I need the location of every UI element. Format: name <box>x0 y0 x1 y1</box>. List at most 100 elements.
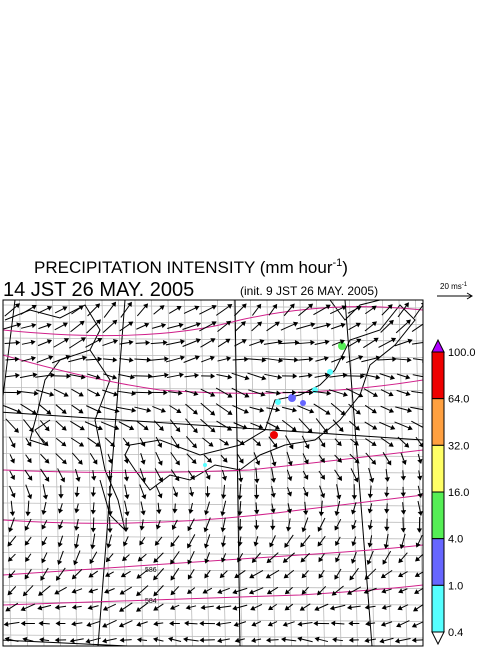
wind-arrow <box>268 587 278 593</box>
arrow-head <box>396 639 399 643</box>
arrow-head <box>49 356 52 359</box>
wind-arrow <box>185 621 197 625</box>
arrow-shaft <box>411 391 427 393</box>
arrow-head <box>228 394 231 397</box>
wind-arrow <box>138 554 146 561</box>
wind-arrow <box>59 503 63 512</box>
wind-arrow <box>250 588 263 594</box>
arrow-head <box>408 426 411 429</box>
wind-arrow <box>398 605 408 610</box>
arrow-head <box>390 409 393 412</box>
arrow-head <box>34 391 37 395</box>
wind-arrow <box>267 570 279 577</box>
arrow-head <box>147 408 150 412</box>
wind-arrow <box>39 586 51 596</box>
wind-arrow <box>42 552 47 562</box>
wind-arrow <box>315 357 328 361</box>
arrow-head <box>372 306 375 309</box>
arrow-head <box>383 606 386 609</box>
arrow-head <box>320 512 324 515</box>
arrow-head <box>245 394 248 397</box>
arrow-head <box>11 512 15 515</box>
arrow-head <box>233 590 236 593</box>
wind-arrow <box>9 554 16 561</box>
arrow-head <box>239 478 243 481</box>
arrow-head <box>369 494 373 497</box>
wind-arrow <box>173 504 177 513</box>
wind-arrow <box>136 341 149 345</box>
arrow-shaft <box>413 375 426 378</box>
arrow-head <box>201 606 204 610</box>
arrow-head <box>397 623 400 626</box>
arrow-head <box>276 426 279 429</box>
wind-arrow <box>42 520 47 529</box>
wind-arrow <box>234 304 246 316</box>
wind-arrow <box>70 374 85 378</box>
wind-arrow <box>85 338 101 347</box>
wind-arrow <box>73 569 82 578</box>
grid-line <box>3 454 423 457</box>
arrow-head <box>11 459 14 462</box>
arrow-head <box>159 461 162 464</box>
wind-arrow <box>218 639 230 643</box>
arrow-head <box>42 511 46 514</box>
wind-arrow <box>149 373 168 377</box>
wind-arrow <box>315 340 329 344</box>
arrow-head <box>289 462 292 465</box>
wind-arrow <box>396 638 411 642</box>
arrow-head <box>311 323 314 326</box>
arrow-head <box>48 307 51 310</box>
arrow-shaft <box>412 321 427 331</box>
wind-arrow <box>381 438 393 446</box>
arrow-head <box>287 527 291 530</box>
arrow-head <box>255 479 259 482</box>
wind-arrow <box>156 452 162 465</box>
arrow-head <box>174 493 177 496</box>
wind-arrow <box>56 438 65 445</box>
wind-arrow <box>315 637 327 641</box>
title: PRECIPITATION INTENSITY (mm hour-1) <box>34 257 348 277</box>
arrow-head <box>164 391 167 395</box>
arrow-head <box>173 509 177 512</box>
arrow-head <box>22 622 25 626</box>
wind-arrow <box>75 487 79 497</box>
arrow-head <box>16 374 19 378</box>
wind-arrow <box>385 487 389 496</box>
wind-arrow <box>218 357 231 361</box>
wind-arrow <box>101 407 119 413</box>
arrow-head <box>61 478 64 481</box>
arrow-head <box>114 340 117 343</box>
arrow-head <box>212 306 215 309</box>
wind-arrow <box>247 373 265 380</box>
arrow-head <box>97 409 100 412</box>
wind-arrow <box>353 484 357 499</box>
wind-arrow <box>232 405 248 413</box>
arrow-head <box>103 639 106 643</box>
arrow-head <box>305 476 308 479</box>
arrow-head <box>243 426 246 429</box>
colorbar-label: 32.0 <box>448 440 469 452</box>
arrow-head <box>56 606 59 610</box>
wind-arrow <box>121 303 132 318</box>
title-end: ) <box>342 258 348 277</box>
arrow-head <box>40 638 43 642</box>
arrow-head <box>376 375 379 379</box>
arrow-head <box>211 393 214 396</box>
arrow-head <box>385 493 389 496</box>
wind-arrow <box>104 604 116 610</box>
wind-arrow <box>55 307 67 313</box>
arrow-head <box>415 590 418 593</box>
grid-line <box>3 635 423 638</box>
arrow-head <box>293 374 296 378</box>
arrow-head <box>80 443 83 446</box>
arrow-head <box>42 559 45 562</box>
grid-line <box>284 300 292 646</box>
arrow-head <box>125 495 129 498</box>
wind-arrow <box>124 518 128 531</box>
wind-arrow <box>221 455 227 462</box>
arrow-head <box>103 624 106 627</box>
arrow-head <box>336 558 339 561</box>
arrow-head <box>159 494 162 497</box>
arrow-head <box>221 528 225 531</box>
colorbar-segment <box>432 539 444 586</box>
